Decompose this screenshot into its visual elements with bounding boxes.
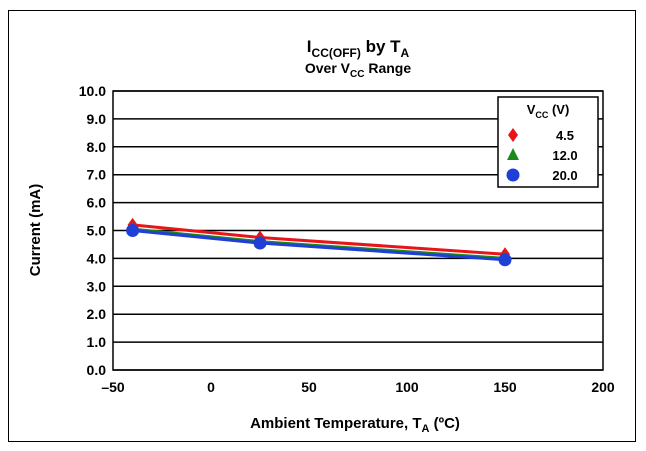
legend-label: 12.0 — [552, 148, 577, 163]
chart-title: ICC(OFF) by TA — [307, 37, 410, 60]
y-tick-label: 6.0 — [87, 195, 107, 211]
x-tick-label: –50 — [101, 379, 125, 395]
legend: VCC (V) 4.5 12.0 20.0 — [497, 96, 599, 188]
data-point-20.0 — [498, 253, 512, 267]
y-tick-label: 10.0 — [79, 83, 106, 99]
y-tick-label: 1.0 — [87, 334, 107, 350]
y-tick-label: 8.0 — [87, 139, 107, 155]
y-axis-label: Current (mA) — [27, 184, 44, 277]
y-tick-label: 7.0 — [87, 167, 107, 183]
legend-title: VCC (V) — [527, 102, 570, 120]
plot-area-border — [112, 90, 604, 371]
x-axis-label: Ambient Temperature, TA (ºC) — [250, 415, 460, 435]
y-tick-label: 2.0 — [87, 306, 107, 322]
series-line-4.5 — [132, 223, 506, 256]
x-tick-label: 50 — [301, 379, 317, 395]
data-point-20.0 — [253, 236, 267, 250]
y-tick-label: 5.0 — [87, 223, 107, 239]
series-layer — [126, 217, 512, 267]
legend-marker-4.5 — [508, 128, 518, 142]
chart-frame — [8, 10, 636, 442]
series-line-12.0 — [132, 227, 506, 260]
data-point-20.0 — [126, 224, 140, 237]
legend-marker-12.0 — [507, 148, 519, 160]
x-tick-label: 150 — [493, 379, 517, 395]
legend-label: 4.5 — [556, 128, 574, 143]
legend-items: 4.5 12.0 20.0 — [506, 128, 578, 183]
x-tick-label: 200 — [591, 379, 615, 395]
x-tick-label: 100 — [395, 379, 419, 395]
y-tick-labels: 0.0 1.0 2.0 3.0 4.0 5.0 6.0 7.0 8.0 9.0 10.0 — [79, 83, 106, 378]
x-tick-label: 0 — [207, 379, 215, 395]
y-tick-label: 0.0 — [87, 362, 107, 378]
y-tick-label: 9.0 — [87, 111, 107, 127]
legend-marker-20.0 — [506, 168, 520, 182]
chart-subtitle: Over VCC Range — [305, 60, 411, 80]
x-tick-labels: –50 0 50 100 150 200 — [101, 379, 615, 395]
legend-label: 20.0 — [552, 168, 577, 183]
y-tick-label: 3.0 — [87, 278, 107, 294]
y-tick-label: 4.0 — [87, 250, 107, 266]
